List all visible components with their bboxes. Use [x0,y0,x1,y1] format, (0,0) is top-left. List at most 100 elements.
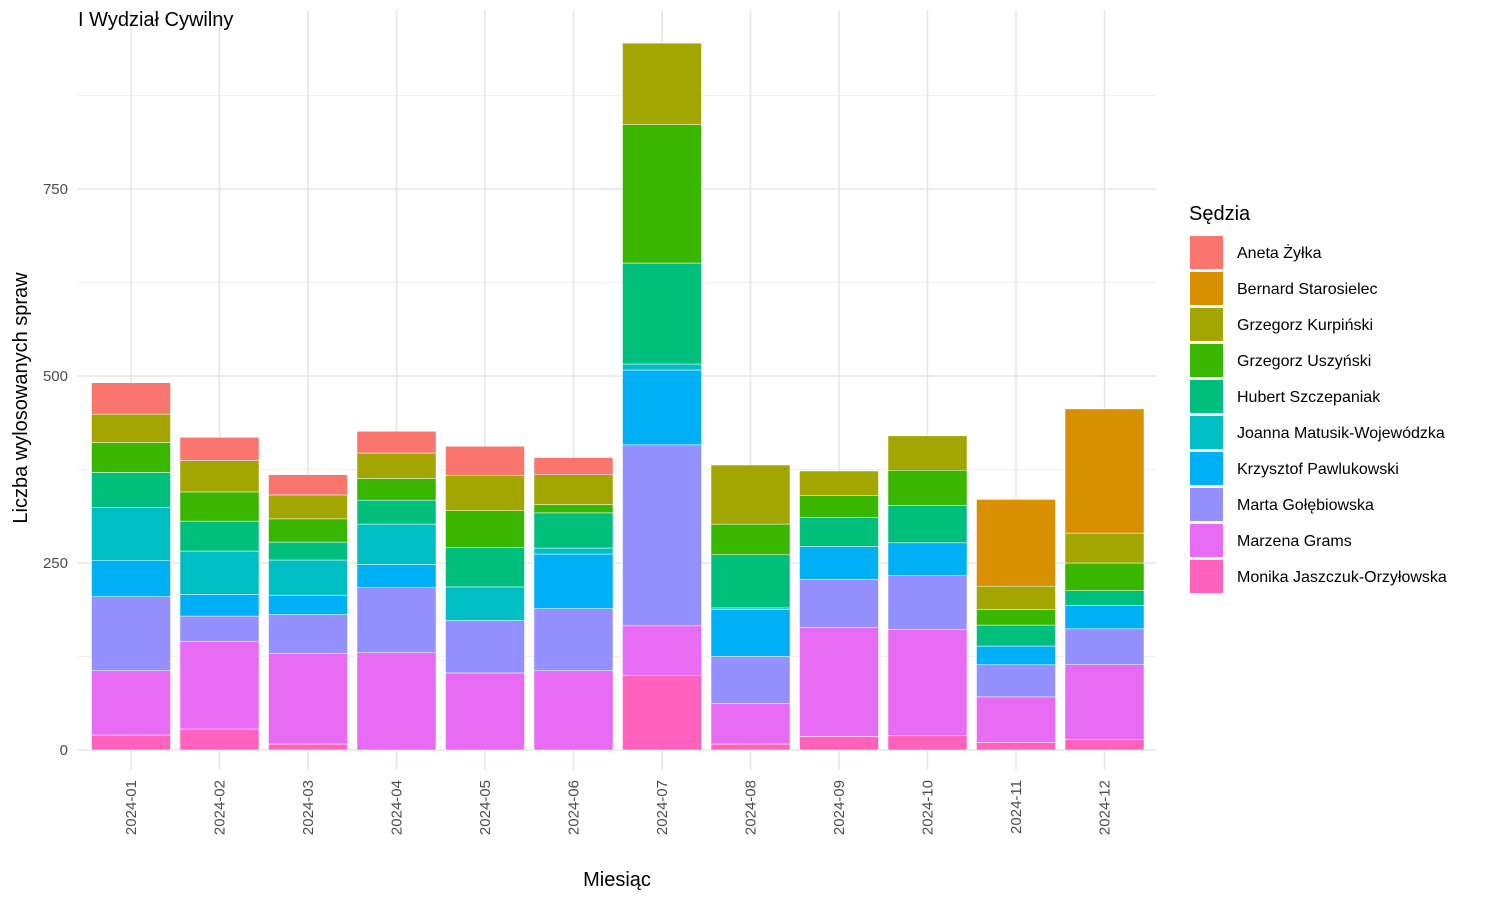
bar-segment [268,494,348,520]
bar-segment [799,517,879,547]
x-tick-label: 2024-04 [389,780,406,835]
bar-segment [356,431,437,454]
y-tick-label: 500 [43,368,68,385]
bar-segment [533,457,614,475]
bar-segment [887,469,968,506]
y-tick-label: 250 [43,555,68,572]
bar-segment [622,42,702,125]
bar-segment [445,510,525,548]
bar-segment [976,696,1056,743]
bar-segment [268,518,348,543]
legend-swatch [1190,236,1223,269]
legend-label: Grzegorz Kurpiński [1237,317,1373,334]
bar-segment [887,542,968,576]
bar-segment [887,435,968,471]
bar-segment [445,620,525,674]
x-tick-label: 2024-03 [300,780,317,835]
bar-segment [268,594,348,615]
bar-segment [622,625,702,676]
bar-segment [533,512,614,549]
bar-segment [268,559,348,596]
y-axis-title: Liczba wylosowanych spraw [10,272,32,524]
bar-segment [179,437,260,461]
legend-title: Sędzia [1189,203,1251,225]
bar-segment [1064,628,1145,665]
bar-segment [179,615,260,642]
bar-segment [91,596,171,671]
legend-swatch [1190,416,1223,449]
bar-segment [976,499,1056,587]
bar-segment [91,382,171,415]
legend: Sędzia Aneta Żyłka Bernard Starosielec Grz… [1189,203,1447,593]
bar-segment [91,560,171,597]
bar-segment [887,735,968,751]
bar-segment [445,475,525,511]
bar-segment [533,608,614,671]
bar-segment [179,550,260,595]
x-tick-label: 2024-07 [654,780,671,835]
bar-segment [91,507,171,562]
bar-segment [533,474,614,505]
bar-segment [1064,739,1145,751]
legend-swatch [1190,380,1223,413]
bar-segment [445,446,525,476]
legend-label: Bernard Starosielec [1237,281,1378,298]
bar-segment [356,523,437,565]
bar-segment [533,670,614,751]
x-tick-label: 2024-06 [566,780,583,835]
y-tick-label: 750 [43,181,68,198]
bar-segment [356,652,437,751]
bars [91,42,1145,751]
x-tick-label: 2024-01 [123,780,140,835]
bar-segment [268,614,348,654]
legend-swatch [1190,524,1223,557]
bar-segment [976,664,1056,698]
bar-segment [887,575,968,630]
bar-segment [622,363,702,371]
legend-swatch [1190,452,1223,485]
bar-segment [710,743,791,751]
x-tick-label: 2024-02 [212,780,229,835]
legend-label: Hubert Szczepaniak [1237,389,1381,406]
bar-segment [976,742,1056,751]
bar-segment [622,674,702,751]
x-tick-label: 2024-09 [831,780,848,835]
bar-segment [799,495,879,518]
bar-segment [179,594,260,617]
bar-segment [710,609,791,657]
bar-segment [799,627,879,737]
bar-segment [91,734,171,751]
bar-segment [356,564,437,588]
bar-segment [533,504,614,514]
x-axis-ticks: 2024-01 2024-02 2024-03 2024-04 2024-05 2024-… [123,780,1114,835]
bar-segment [1064,562,1145,591]
chart-title: I Wydział Cywilny [78,9,233,31]
bar-segment [887,629,968,737]
bar-segment [976,585,1056,610]
bar-segment [1064,408,1145,534]
bar-segment [179,728,260,751]
legend-swatch [1190,308,1223,341]
bar-segment [799,579,879,628]
legend-label: Grzegorz Uszyński [1237,353,1371,370]
bar-segment [533,553,614,609]
bar-segment [622,444,702,627]
bar-segment [445,547,525,588]
bar-segment [91,472,171,508]
bar-segment [179,460,260,493]
legend-swatch [1190,272,1223,305]
bar-segment [710,703,791,745]
legend-label: Aneta Żyłka [1237,243,1322,262]
bar-segment [622,369,702,446]
bar-segment [356,452,437,479]
x-tick-label: 2024-10 [920,780,937,835]
legend-swatch [1190,344,1223,377]
bar-segment [799,736,879,751]
bar-segment [976,624,1056,647]
x-tick-label: 2024-05 [477,780,494,835]
bar-segment [976,645,1056,665]
bar-segment [1064,605,1145,630]
x-tick-label: 2024-08 [743,780,760,835]
bar-segment [622,124,702,264]
